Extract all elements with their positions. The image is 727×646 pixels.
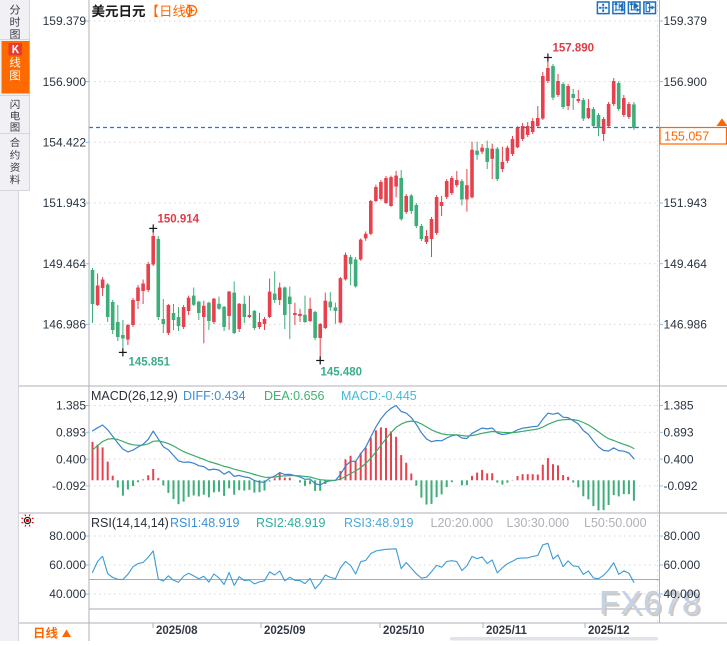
svg-text:151.943: 151.943 xyxy=(43,196,87,210)
svg-text:151.943: 151.943 xyxy=(664,196,708,210)
svg-text:2025/12: 2025/12 xyxy=(588,625,630,637)
svg-text:145.480: 145.480 xyxy=(321,367,363,379)
svg-text:2025/08: 2025/08 xyxy=(156,625,198,637)
svg-text:60.000: 60.000 xyxy=(664,558,701,572)
svg-text:150.914: 150.914 xyxy=(158,214,200,226)
svg-text:159.379: 159.379 xyxy=(43,14,87,28)
svg-text:156.900: 156.900 xyxy=(664,75,708,89)
svg-text:L20:20.000: L20:20.000 xyxy=(431,516,494,530)
svg-text:RSI1:48.919: RSI1:48.919 xyxy=(170,516,240,530)
svg-text:DEA:0.656: DEA:0.656 xyxy=(264,389,325,403)
svg-text:146.986: 146.986 xyxy=(664,318,708,332)
svg-text:149.464: 149.464 xyxy=(43,257,87,271)
svg-text:145.851: 145.851 xyxy=(129,357,171,369)
svg-text:60.000: 60.000 xyxy=(49,558,86,572)
svg-text:0.893: 0.893 xyxy=(56,426,86,440)
svg-text:2025/09: 2025/09 xyxy=(264,625,306,637)
svg-text:80.000: 80.000 xyxy=(49,529,86,543)
svg-text:RSI3:48.919: RSI3:48.919 xyxy=(344,516,414,530)
svg-text:1.385: 1.385 xyxy=(56,399,86,413)
svg-text:L30:30.000: L30:30.000 xyxy=(507,516,570,530)
svg-text:80.000: 80.000 xyxy=(664,529,701,543)
svg-text:MACD(26,12,9): MACD(26,12,9) xyxy=(91,389,178,403)
svg-text:156.900: 156.900 xyxy=(43,75,87,89)
svg-text:2025/10: 2025/10 xyxy=(383,625,425,637)
svg-text:146.986: 146.986 xyxy=(43,318,87,332)
svg-text:149.464: 149.464 xyxy=(664,257,708,271)
svg-text:-0.092: -0.092 xyxy=(52,479,86,493)
svg-text:154.422: 154.422 xyxy=(43,136,87,150)
svg-text:DIFF:0.434: DIFF:0.434 xyxy=(183,389,246,403)
svg-text:155.057: 155.057 xyxy=(664,130,709,144)
svg-text:2025/11: 2025/11 xyxy=(486,625,528,637)
svg-text:159.379: 159.379 xyxy=(664,14,708,28)
svg-text:MACD:-0.445: MACD:-0.445 xyxy=(341,389,417,403)
svg-text:1.385: 1.385 xyxy=(664,399,694,413)
svg-text:RSI2:48.919: RSI2:48.919 xyxy=(256,516,326,530)
svg-text:40.000: 40.000 xyxy=(49,587,86,601)
svg-text:-0.092: -0.092 xyxy=(664,479,698,493)
svg-text:RSI(14,14,14): RSI(14,14,14) xyxy=(91,516,169,530)
svg-text:157.890: 157.890 xyxy=(553,43,595,55)
svg-text:0.893: 0.893 xyxy=(664,426,694,440)
svg-text:0.400: 0.400 xyxy=(664,452,694,466)
svg-text:0.400: 0.400 xyxy=(56,452,86,466)
svg-text:L50:50.000: L50:50.000 xyxy=(584,516,647,530)
svg-text:40.000: 40.000 xyxy=(664,587,701,601)
